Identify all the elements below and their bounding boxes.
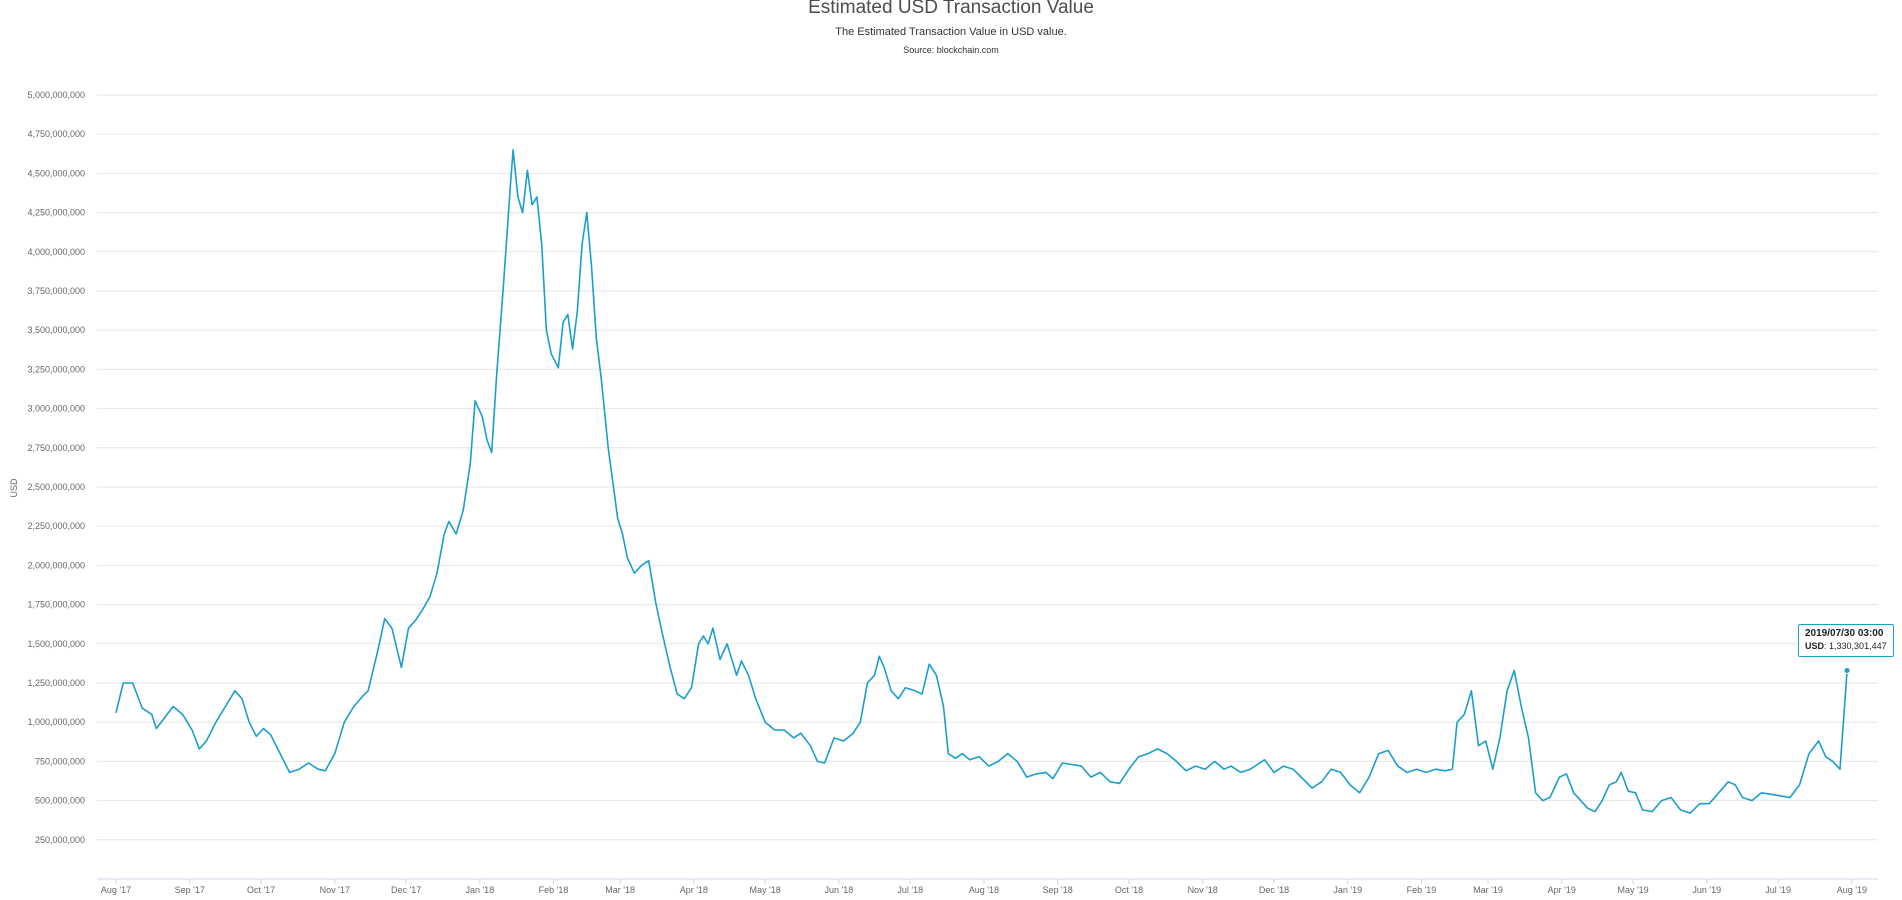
hover-point-marker [1843,666,1851,674]
x-tick-label: Jun '18 [825,885,854,895]
y-tick-label: 500,000,000 [35,796,85,806]
y-axis-ticks: 5,000,000,000 4,750,000,000 4,500,000,000 4… [27,90,85,845]
x-tick-label: Aug '18 [969,885,999,895]
x-tick-label: Sep '18 [1043,885,1073,895]
x-tick-label: Apr '19 [1548,885,1576,895]
x-tick-label: Mar '18 [605,885,635,895]
tooltip: 2019/07/30 03:00 USD: 1,330,301,447 [1798,624,1894,657]
x-tick-label: Mar '19 [1473,885,1503,895]
y-tick-label: 3,500,000,000 [27,325,85,335]
y-tick-label: 2,250,000,000 [27,521,85,531]
y-tick-label: 4,750,000,000 [27,129,85,139]
x-tick-label: Dec '17 [391,885,421,895]
x-tick-label: Oct '17 [247,885,275,895]
tooltip-date: 2019/07/30 03:00 [1805,628,1884,639]
series-line-usd[interactable] [115,149,1848,814]
x-tick-label: Apr '18 [680,885,708,895]
x-tick-label: Jan '19 [1333,885,1362,895]
x-tick-label: Jul '19 [1765,885,1791,895]
y-tick-label: 250,000,000 [35,835,85,845]
x-tick-label: Feb '18 [539,885,569,895]
x-tick-label: Dec '18 [1259,885,1289,895]
tooltip-series-label: USD [1805,641,1825,651]
y-tick-label: 2,000,000,000 [27,560,85,570]
y-tick-label: 1,000,000,000 [27,717,85,727]
x-tick-label: Feb '19 [1407,885,1437,895]
x-tick-label: May '19 [1617,885,1648,895]
y-axis-label: USD [9,478,19,498]
y-tick-label: 3,250,000,000 [27,364,85,374]
y-tick-label: 1,500,000,000 [27,639,85,649]
x-tick-label: Aug '19 [1837,885,1867,895]
chart-subtitle: The Estimated Transaction Value in USD v… [835,26,1067,38]
y-tick-label: 2,500,000,000 [27,482,85,492]
y-tick-label: 1,750,000,000 [27,600,85,610]
y-tick-label: 750,000,000 [35,756,85,766]
x-tick-label: Jan '18 [465,885,494,895]
tooltip-value: 1,330,301,447 [1829,641,1887,651]
x-tick-label: May '18 [750,885,781,895]
x-tick-label: Jul '18 [897,885,923,895]
y-tick-label: 2,750,000,000 [27,443,85,453]
y-tick-label: 4,250,000,000 [27,208,85,218]
chart-source: Source: blockchain.com [903,45,999,55]
x-tick-label: Nov '17 [320,885,350,895]
y-tick-label: 4,000,000,000 [27,247,85,257]
x-tick-label: Sep '17 [175,885,205,895]
tooltip-value-row: USD: 1,330,301,447 [1805,641,1887,651]
x-tick-label: Aug '17 [101,885,131,895]
y-tick-label: 3,000,000,000 [27,404,85,414]
chart-title: Estimated USD Transaction Value [808,0,1094,18]
y-tick-label: 1,250,000,000 [27,678,85,688]
x-tick-label: Jun '19 [1692,885,1721,895]
x-tick-label: Oct '18 [1115,885,1143,895]
y-tick-label: 5,000,000,000 [27,90,85,100]
gridlines [97,94,1878,841]
x-tick-label: Nov '18 [1188,885,1218,895]
x-axis-ticks: Aug '17 Sep '17 Oct '17 Nov '17 Dec '17 Jan '… [101,879,1867,895]
y-tick-label: 3,750,000,000 [27,286,85,296]
y-tick-label: 4,500,000,000 [27,168,85,178]
